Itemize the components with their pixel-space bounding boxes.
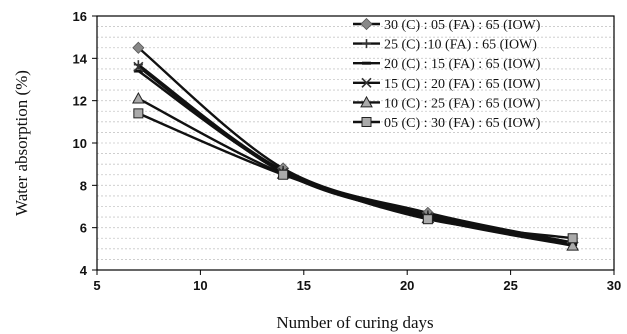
square-marker bbox=[422, 214, 433, 225]
y-tick-label: 8 bbox=[80, 178, 87, 193]
legend-label: 30 (C) : 05 (FA) : 65 (IOW) bbox=[384, 18, 541, 33]
square-marker bbox=[567, 233, 578, 244]
x-marker bbox=[133, 61, 144, 72]
axis-ticks: 5 10 15 20 25 30 4 6 8 10 12 14 16 bbox=[73, 9, 622, 293]
series-markers bbox=[132, 41, 579, 251]
legend-label: 25 (C) :10 (FA) : 65 (IOW) bbox=[384, 38, 537, 53]
x-marker-b bbox=[133, 61, 144, 72]
y-tick-label: 10 bbox=[73, 136, 87, 151]
x-marker bbox=[361, 77, 372, 88]
diamond-marker bbox=[360, 17, 373, 31]
y-tick-label: 12 bbox=[73, 94, 87, 109]
y-axis-title: Water absorption (%) bbox=[12, 70, 31, 216]
square-marker bbox=[133, 108, 144, 119]
x-tick-label: 30 bbox=[607, 278, 621, 293]
legend-label: 05 (C) : 30 (FA) : 65 (IOW) bbox=[384, 116, 541, 131]
triangle-marker bbox=[132, 92, 145, 104]
x-tick-label: 20 bbox=[400, 278, 414, 293]
x-axis-title: Number of curing days bbox=[276, 313, 433, 332]
x-tick-label: 5 bbox=[93, 278, 100, 293]
diamond-marker bbox=[132, 41, 145, 54]
series-line bbox=[137, 112, 573, 240]
x-marker-b bbox=[361, 77, 372, 88]
triangle-marker bbox=[566, 239, 579, 251]
legend-label: 10 (C) : 25 (FA) : 65 (IOW) bbox=[384, 96, 541, 111]
y-tick-label: 14 bbox=[73, 51, 88, 66]
plus-marker bbox=[362, 39, 371, 49]
y-tick-label: 6 bbox=[80, 221, 87, 236]
square-marker bbox=[361, 117, 372, 127]
series-lines bbox=[137, 46, 573, 247]
series-line bbox=[137, 65, 573, 246]
y-tick-label: 4 bbox=[80, 263, 88, 278]
legend: 30 (C) : 05 (FA) : 65 (IOW) 25 (C) :10 (F… bbox=[353, 17, 541, 131]
triangle-marker bbox=[360, 95, 373, 108]
y-tick-label: 16 bbox=[73, 9, 87, 24]
x-tick-label: 15 bbox=[297, 278, 311, 293]
square-marker bbox=[278, 169, 289, 180]
x-tick-label: 25 bbox=[503, 278, 517, 293]
x-tick-label: 10 bbox=[193, 278, 207, 293]
legend-label: 15 (C) : 20 (FA) : 65 (IOW) bbox=[384, 77, 541, 92]
legend-label: 20 (C) : 15 (FA) : 65 (IOW) bbox=[384, 57, 541, 72]
